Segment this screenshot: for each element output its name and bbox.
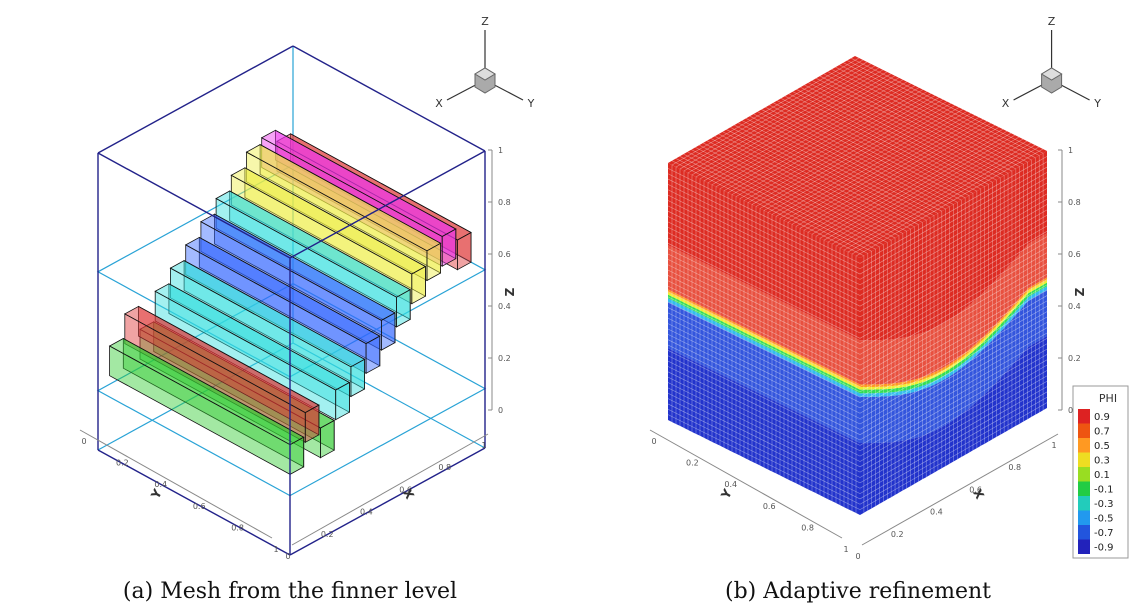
- z-tick-label: 0.6: [1068, 250, 1081, 259]
- z-tick-label: 0.8: [1068, 198, 1081, 207]
- x-tick-label: 0.8: [438, 463, 451, 472]
- triad-label: Z: [1048, 15, 1056, 28]
- legend-swatch: [1078, 540, 1090, 555]
- x-tick-label: 0.2: [321, 530, 334, 539]
- legend-swatch: [1078, 438, 1090, 453]
- legend-swatch: [1078, 424, 1090, 439]
- legend-label: -0.7: [1094, 528, 1114, 539]
- x-tick-label: 0: [855, 552, 860, 561]
- legend-label: 0.5: [1094, 441, 1110, 452]
- legend-swatch: [1078, 511, 1090, 526]
- y-tick-label: 1: [273, 545, 278, 554]
- legend-label: 0.7: [1094, 427, 1110, 438]
- z-tick-label: 1: [498, 146, 503, 155]
- y-tick-label: 0.6: [763, 502, 776, 511]
- legend-title: PHI: [1099, 392, 1117, 405]
- z-tick-label: 0: [498, 406, 503, 415]
- legend-swatch: [1078, 525, 1090, 540]
- z-tick-label: 0.8: [498, 198, 511, 207]
- z-axis-title: Z: [503, 287, 517, 296]
- z-tick-label: 0.4: [1068, 302, 1081, 311]
- legend-swatch: [1078, 482, 1090, 497]
- legend-label: 0.1: [1094, 470, 1110, 481]
- y-tick-label: 0.8: [801, 523, 814, 532]
- legend-label: -0.3: [1094, 499, 1114, 510]
- x-tick-label: 0: [285, 552, 290, 561]
- legend-swatch: [1078, 467, 1090, 482]
- z-axis-title: Z: [1073, 287, 1087, 296]
- legend-label: 0.3: [1094, 456, 1110, 467]
- y-tick-label: 0.8: [231, 523, 244, 532]
- y-tick-label: 0.2: [116, 459, 129, 468]
- y-tick-label: 0.4: [724, 480, 737, 489]
- y-tick-label: 0: [651, 437, 656, 446]
- x-tick-label: 0.4: [930, 508, 943, 517]
- figure: (a) Mesh from the finner level (b) Adapt…: [0, 0, 1130, 612]
- y-tick-label: 0.6: [193, 502, 206, 511]
- x-tick-label: 0.4: [360, 508, 373, 517]
- triad-label: X: [435, 97, 443, 110]
- legend-swatch: [1078, 453, 1090, 468]
- z-tick-label: 0: [1068, 406, 1073, 415]
- caption: (a) Mesh from the finner level: [123, 579, 457, 604]
- x-tick-label: 1: [1051, 441, 1056, 450]
- legend-label: -0.5: [1094, 514, 1114, 525]
- legend-label: -0.1: [1094, 485, 1114, 496]
- z-tick-label: 0.2: [498, 354, 511, 363]
- legend-label: 0.9: [1094, 412, 1110, 423]
- z-tick-label: 0.2: [1068, 354, 1081, 363]
- z-tick-label: 0.6: [498, 250, 511, 259]
- z-tick-label: 1: [1068, 146, 1073, 155]
- triad-label: Z: [481, 15, 489, 28]
- triad-label: Y: [1093, 97, 1101, 110]
- legend-label: -0.9: [1094, 543, 1114, 554]
- y-tick-label: 0.4: [154, 480, 167, 489]
- cube: [668, 56, 1047, 515]
- y-tick-label: 0.2: [686, 459, 699, 468]
- y-tick-label: 0: [81, 437, 86, 446]
- y-tick-label: 1: [843, 545, 848, 554]
- triad-label: Y: [527, 97, 535, 110]
- z-tick-label: 0.4: [498, 302, 511, 311]
- caption: (b) Adaptive refinement: [725, 579, 991, 604]
- triad-label: X: [1002, 97, 1010, 110]
- x-tick-label: 0.2: [891, 530, 904, 539]
- frame-edge: [290, 448, 485, 555]
- legend-swatch: [1078, 496, 1090, 511]
- x-tick-label: 1: [481, 441, 486, 450]
- legend-swatch: [1078, 409, 1090, 424]
- x-tick-label: 0.8: [1008, 463, 1021, 472]
- frame-edge: [293, 46, 485, 151]
